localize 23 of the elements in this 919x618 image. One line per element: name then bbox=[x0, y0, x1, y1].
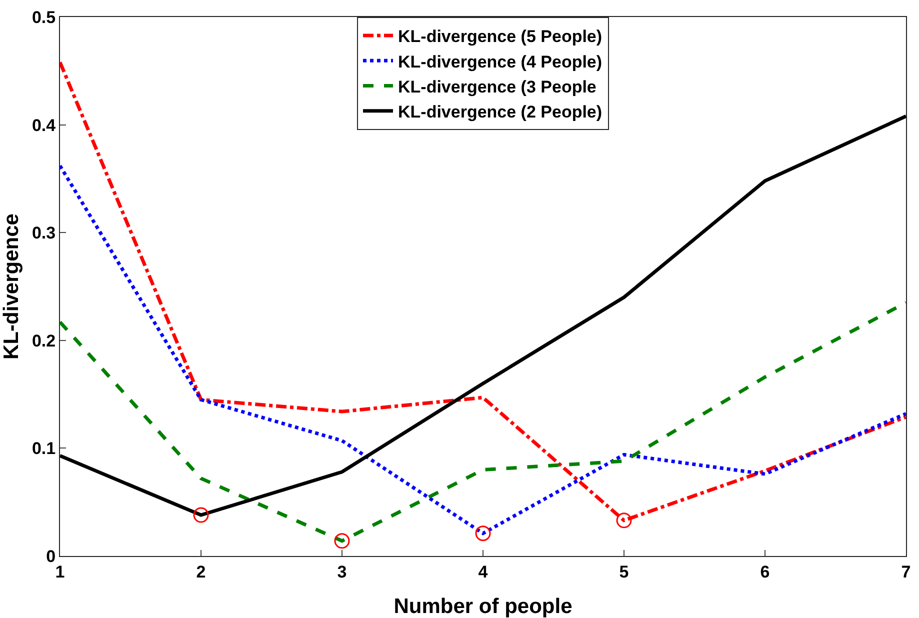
legend-label: KL-divergence (4 People) bbox=[398, 52, 602, 72]
y-tick-label: 0 bbox=[46, 546, 56, 566]
y-tick-label: 0.2 bbox=[32, 331, 56, 350]
legend-label: KL-divergence (5 People) bbox=[398, 27, 602, 46]
point bbox=[334, 533, 350, 549]
x-tick-label: 7 bbox=[901, 562, 911, 582]
x-axis-title: Number of people bbox=[394, 595, 572, 618]
legend-label: KL-divergence (2 People) bbox=[398, 102, 602, 122]
x-tick-label: 4 bbox=[478, 562, 488, 582]
x-tick-label: 3 bbox=[337, 562, 347, 582]
x-tick-label: 5 bbox=[619, 562, 629, 582]
y-tick-label: 0.4 bbox=[32, 116, 56, 135]
x-tick-label: 2 bbox=[196, 562, 206, 582]
y-tick-label: 0.3 bbox=[32, 224, 56, 243]
x-tick-label: 6 bbox=[760, 562, 770, 582]
y-tick-label: 0.5 bbox=[32, 8, 56, 27]
point bbox=[616, 512, 632, 528]
point bbox=[193, 507, 209, 523]
legend-label: KL-divergence (3 People bbox=[398, 77, 596, 96]
point bbox=[475, 526, 491, 542]
y-tick-label: 0.1 bbox=[32, 439, 56, 458]
y-axis-title: KL-divergence bbox=[0, 214, 23, 360]
x-tick-label: 1 bbox=[55, 562, 65, 582]
